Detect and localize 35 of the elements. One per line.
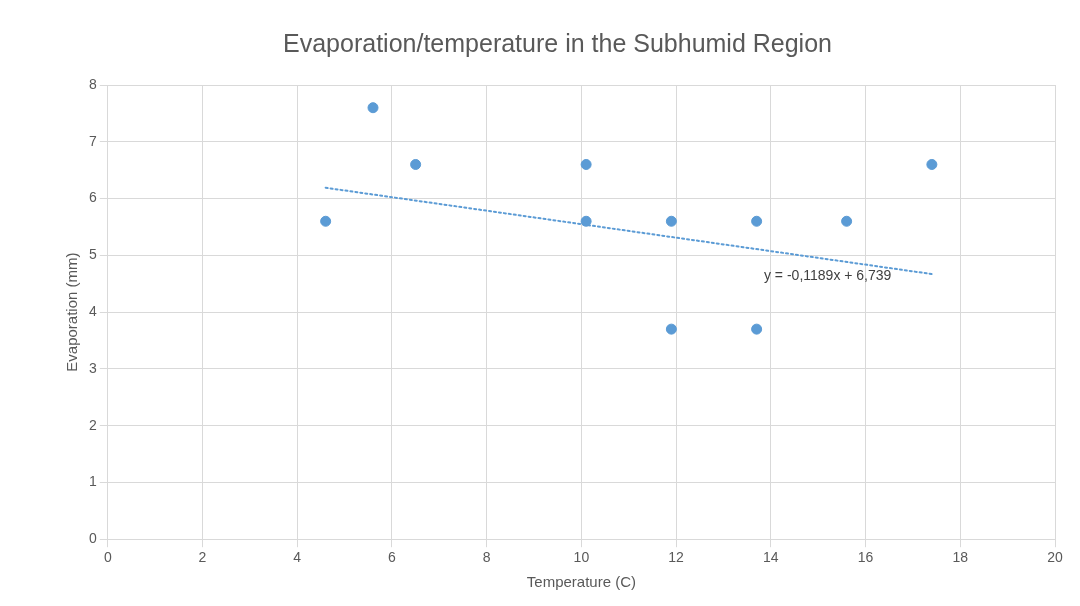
- point: [665, 323, 677, 335]
- y-tick-label: 2: [88, 416, 97, 433]
- y-tick-label: 5: [88, 246, 97, 263]
- point: [926, 158, 938, 170]
- point: [841, 215, 853, 227]
- x-tick-label: 16: [857, 549, 874, 566]
- x-tick-label: 14: [763, 549, 779, 566]
- point: [367, 102, 379, 114]
- annotation: y = -0,1189x + 6,739: [763, 266, 892, 283]
- x-tick-label: 0: [103, 549, 112, 566]
- point: [580, 158, 592, 170]
- y-tick-label: 7: [88, 132, 97, 149]
- x-tick-label: 2: [198, 549, 207, 566]
- x-tick-label: 4: [293, 549, 302, 566]
- y-tick-label: 3: [88, 359, 97, 376]
- y-tick-label: 8: [88, 75, 97, 92]
- x-tick-label: 6: [388, 549, 397, 566]
- y-axis-title: Evaporation (mm): [63, 252, 81, 372]
- point: [320, 215, 332, 227]
- x-tick-label: 12: [668, 549, 685, 566]
- y-tick-label: 1: [88, 473, 97, 490]
- point: [751, 215, 763, 227]
- y-tick-label: 4: [88, 302, 97, 319]
- x-tick-label: 8: [482, 549, 491, 566]
- x-tick-label: 18: [952, 549, 969, 566]
- x-tick-label: 20: [1047, 549, 1063, 566]
- point: [665, 215, 677, 227]
- point: [580, 215, 592, 227]
- x-tick-label: 10: [573, 549, 590, 566]
- point: [751, 323, 763, 335]
- point: [410, 158, 422, 170]
- y-tick-label: 6: [88, 189, 97, 206]
- chart-title: Evaporation/temperature in the Subhumid Region: [283, 28, 832, 57]
- y-tick-label: 0: [88, 530, 97, 547]
- x-axis-title: Temperature (C): [526, 573, 636, 591]
